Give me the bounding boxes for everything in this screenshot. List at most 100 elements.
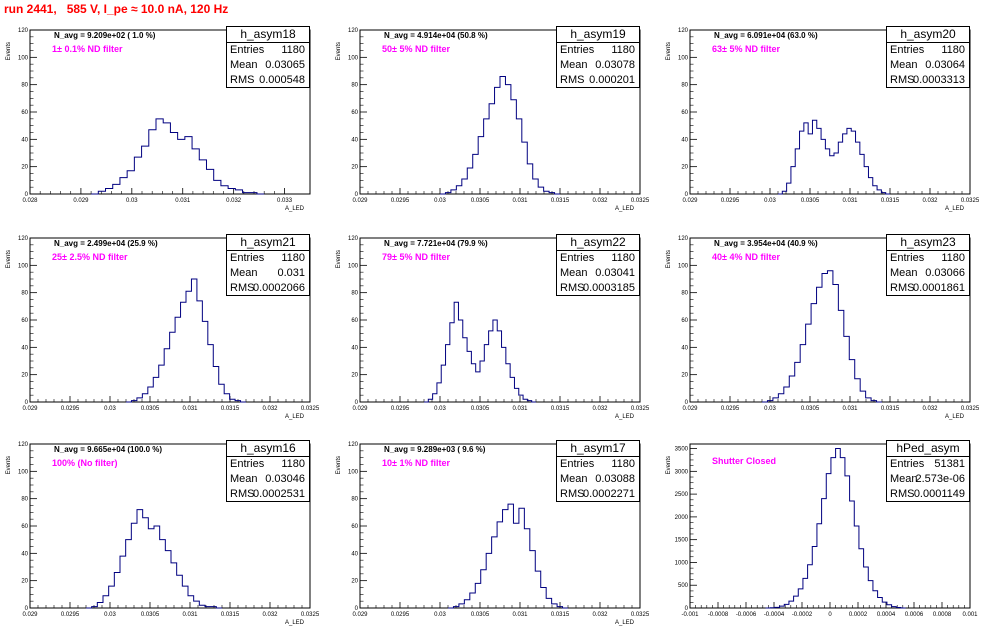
y-tick-label: 20 <box>681 165 688 171</box>
x-tick-label: 0.033 <box>277 198 293 204</box>
x-tick-label: 0.031 <box>182 612 198 618</box>
stat-rms-row: RMS 0.0002066 <box>227 281 309 296</box>
histogram-line <box>86 509 222 609</box>
y-axis-title: Events <box>336 250 342 268</box>
histogram-svg: 0.029 0.0295 0.03 0.0305 0.031 0.0315 0.032 0.0… <box>336 236 650 420</box>
y-tick-label: 20 <box>351 373 358 379</box>
stat-mean-row: Mean 0.03088 <box>557 472 639 487</box>
stat-entries-label: Entries <box>230 252 265 264</box>
x-tick-label: 0.031 <box>842 406 858 412</box>
stat-mean-value: 0.031 <box>277 267 305 279</box>
stat-box: h_asym20 Entries 1180 Mean 0.03064 RMS 0.00033… <box>886 26 970 88</box>
x-tick-label: 0.0315 <box>551 612 570 618</box>
navg-label: N_avg = 9.209e+02 ( 1.0 %) <box>54 31 156 40</box>
stat-mean-label: Mean <box>230 473 258 485</box>
x-axis-title: A_LED <box>945 206 965 212</box>
x-tick-label: 0.03 <box>104 612 116 618</box>
x-tick-label: 0.0006 <box>905 612 924 618</box>
stat-mean-label: Mean <box>560 59 588 71</box>
stat-box: h_asym17 Entries 1180 Mean 0.03088 RMS 0.00022… <box>556 440 640 502</box>
stat-entries-value: 1180 <box>281 458 305 470</box>
histogram-pad-h_asym23: 0.029 0.0295 0.03 0.0305 0.031 0.0315 0.032 0.0… <box>660 226 990 430</box>
x-tick-label: -0.0008 <box>708 612 729 618</box>
x-tick-label: 0.032 <box>592 406 608 412</box>
y-tick-label: 0 <box>25 606 29 612</box>
y-axis-title: Events <box>666 250 672 268</box>
y-tick-label: 2000 <box>675 515 689 521</box>
y-tick-label: 100 <box>18 469 29 475</box>
stat-entries-value: 1180 <box>611 458 635 470</box>
stat-mean-label: Mean <box>890 473 918 485</box>
navg-label: N_avg = 4.914e+04 (50.8 %) <box>384 31 488 40</box>
stat-box: h_asym18 Entries 1180 Mean 0.03065 RMS 0.00054… <box>226 26 310 88</box>
x-tick-label: 0.031 <box>182 406 198 412</box>
stat-rms-label: RMS <box>230 74 255 86</box>
stat-rms-row: RMS 0.0002531 <box>227 487 309 502</box>
stat-mean-row: Mean 0.03078 <box>557 58 639 73</box>
x-tick-label: 0.0295 <box>721 406 740 412</box>
stat-mean-row: Mean 0.03041 <box>557 266 639 281</box>
navg-label: N_avg = 9.665e+04 (100.0 %) <box>54 445 163 454</box>
stat-box-title: hPed_asym <box>887 441 969 457</box>
y-tick-label: 40 <box>351 551 358 557</box>
stat-rms-value: 0.0002066 <box>253 282 305 294</box>
stat-rms-label: RMS <box>890 282 915 294</box>
y-tick-label: 100 <box>678 263 689 269</box>
stat-entries-value: 51381 <box>934 458 965 470</box>
x-tick-label: 0.0325 <box>301 406 320 412</box>
x-tick-label: 0.0295 <box>61 612 80 618</box>
x-tick-label: 0.029 <box>682 406 698 412</box>
stat-mean-row: Mean 0.03046 <box>227 472 309 487</box>
stat-box-title: h_asym18 <box>227 27 309 43</box>
histogram-svg: 0.029 0.0295 0.03 0.0305 0.031 0.0315 0.032 0.0… <box>6 236 320 420</box>
stat-rms-row: RMS 0.000201 <box>557 73 639 88</box>
x-axis-title: A_LED <box>285 414 305 420</box>
stat-rms-row: RMS 0.0003313 <box>887 73 969 88</box>
histogram-line <box>424 301 536 403</box>
stat-box: h_asym16 Entries 1180 Mean 0.03046 RMS 0.00025… <box>226 440 310 502</box>
histogram-svg: 0.029 0.0295 0.03 0.0305 0.031 0.0315 0.032 0.0… <box>6 442 320 626</box>
histogram-svg: 0.029 0.0295 0.03 0.0305 0.031 0.0315 0.032 0.0… <box>666 236 980 420</box>
stat-rms-label: RMS <box>890 74 915 86</box>
y-tick-label: 120 <box>18 236 29 242</box>
x-tick-label: 0.0315 <box>881 406 900 412</box>
y-tick-label: 60 <box>351 318 358 324</box>
stat-rms-label: RMS <box>560 282 585 294</box>
x-tick-label: 0.0315 <box>551 406 570 412</box>
x-tick-label: 0.0305 <box>471 612 490 618</box>
x-axis-title: A_LED <box>285 620 305 626</box>
x-tick-label: 0.001 <box>962 612 978 618</box>
stat-box: h_asym21 Entries 1180 Mean 0.031 RMS 0.0002066 <box>226 234 310 296</box>
x-tick-label: 0.0325 <box>631 406 650 412</box>
x-tick-label: 0.0305 <box>141 612 160 618</box>
y-tick-label: 100 <box>678 55 689 61</box>
x-tick-label: 0.032 <box>262 406 278 412</box>
x-tick-label: 0.0325 <box>631 612 650 618</box>
stat-mean-label: Mean <box>560 267 588 279</box>
y-tick-label: 1500 <box>675 538 689 544</box>
filter-label: Shutter Closed <box>712 456 777 466</box>
stat-mean-value: 0.03046 <box>265 473 305 485</box>
stat-box-title: h_asym16 <box>227 441 309 457</box>
y-tick-label: 80 <box>681 291 688 297</box>
stat-entries-label: Entries <box>890 44 925 56</box>
stat-mean-row: Mean 2.573e-06 <box>887 472 969 487</box>
x-tick-label: 0.029 <box>73 198 89 204</box>
x-tick-label: 0.0305 <box>471 198 490 204</box>
stat-rms-label: RMS <box>230 282 255 294</box>
stat-rms-row: RMS 0.0001861 <box>887 281 969 296</box>
filter-label: 50± 5% ND filter <box>382 44 450 54</box>
x-axis-title: A_LED <box>285 206 305 212</box>
stat-box: h_asym22 Entries 1180 Mean 0.03041 RMS 0.00031… <box>556 234 640 296</box>
stat-entries-value: 1180 <box>611 252 635 264</box>
x-tick-label: 0.0002 <box>849 612 868 618</box>
stat-entries-label: Entries <box>560 458 595 470</box>
x-tick-label: -0.0006 <box>736 612 757 618</box>
y-tick-label: 80 <box>681 83 688 89</box>
stat-entries-value: 1180 <box>611 44 635 56</box>
x-tick-label: 0.029 <box>22 612 38 618</box>
navg-label: N_avg = 7.721e+04 (79.9 %) <box>384 239 488 248</box>
x-tick-label: 0.03 <box>104 406 116 412</box>
x-tick-label: 0.029 <box>352 198 368 204</box>
y-tick-label: 100 <box>348 469 359 475</box>
